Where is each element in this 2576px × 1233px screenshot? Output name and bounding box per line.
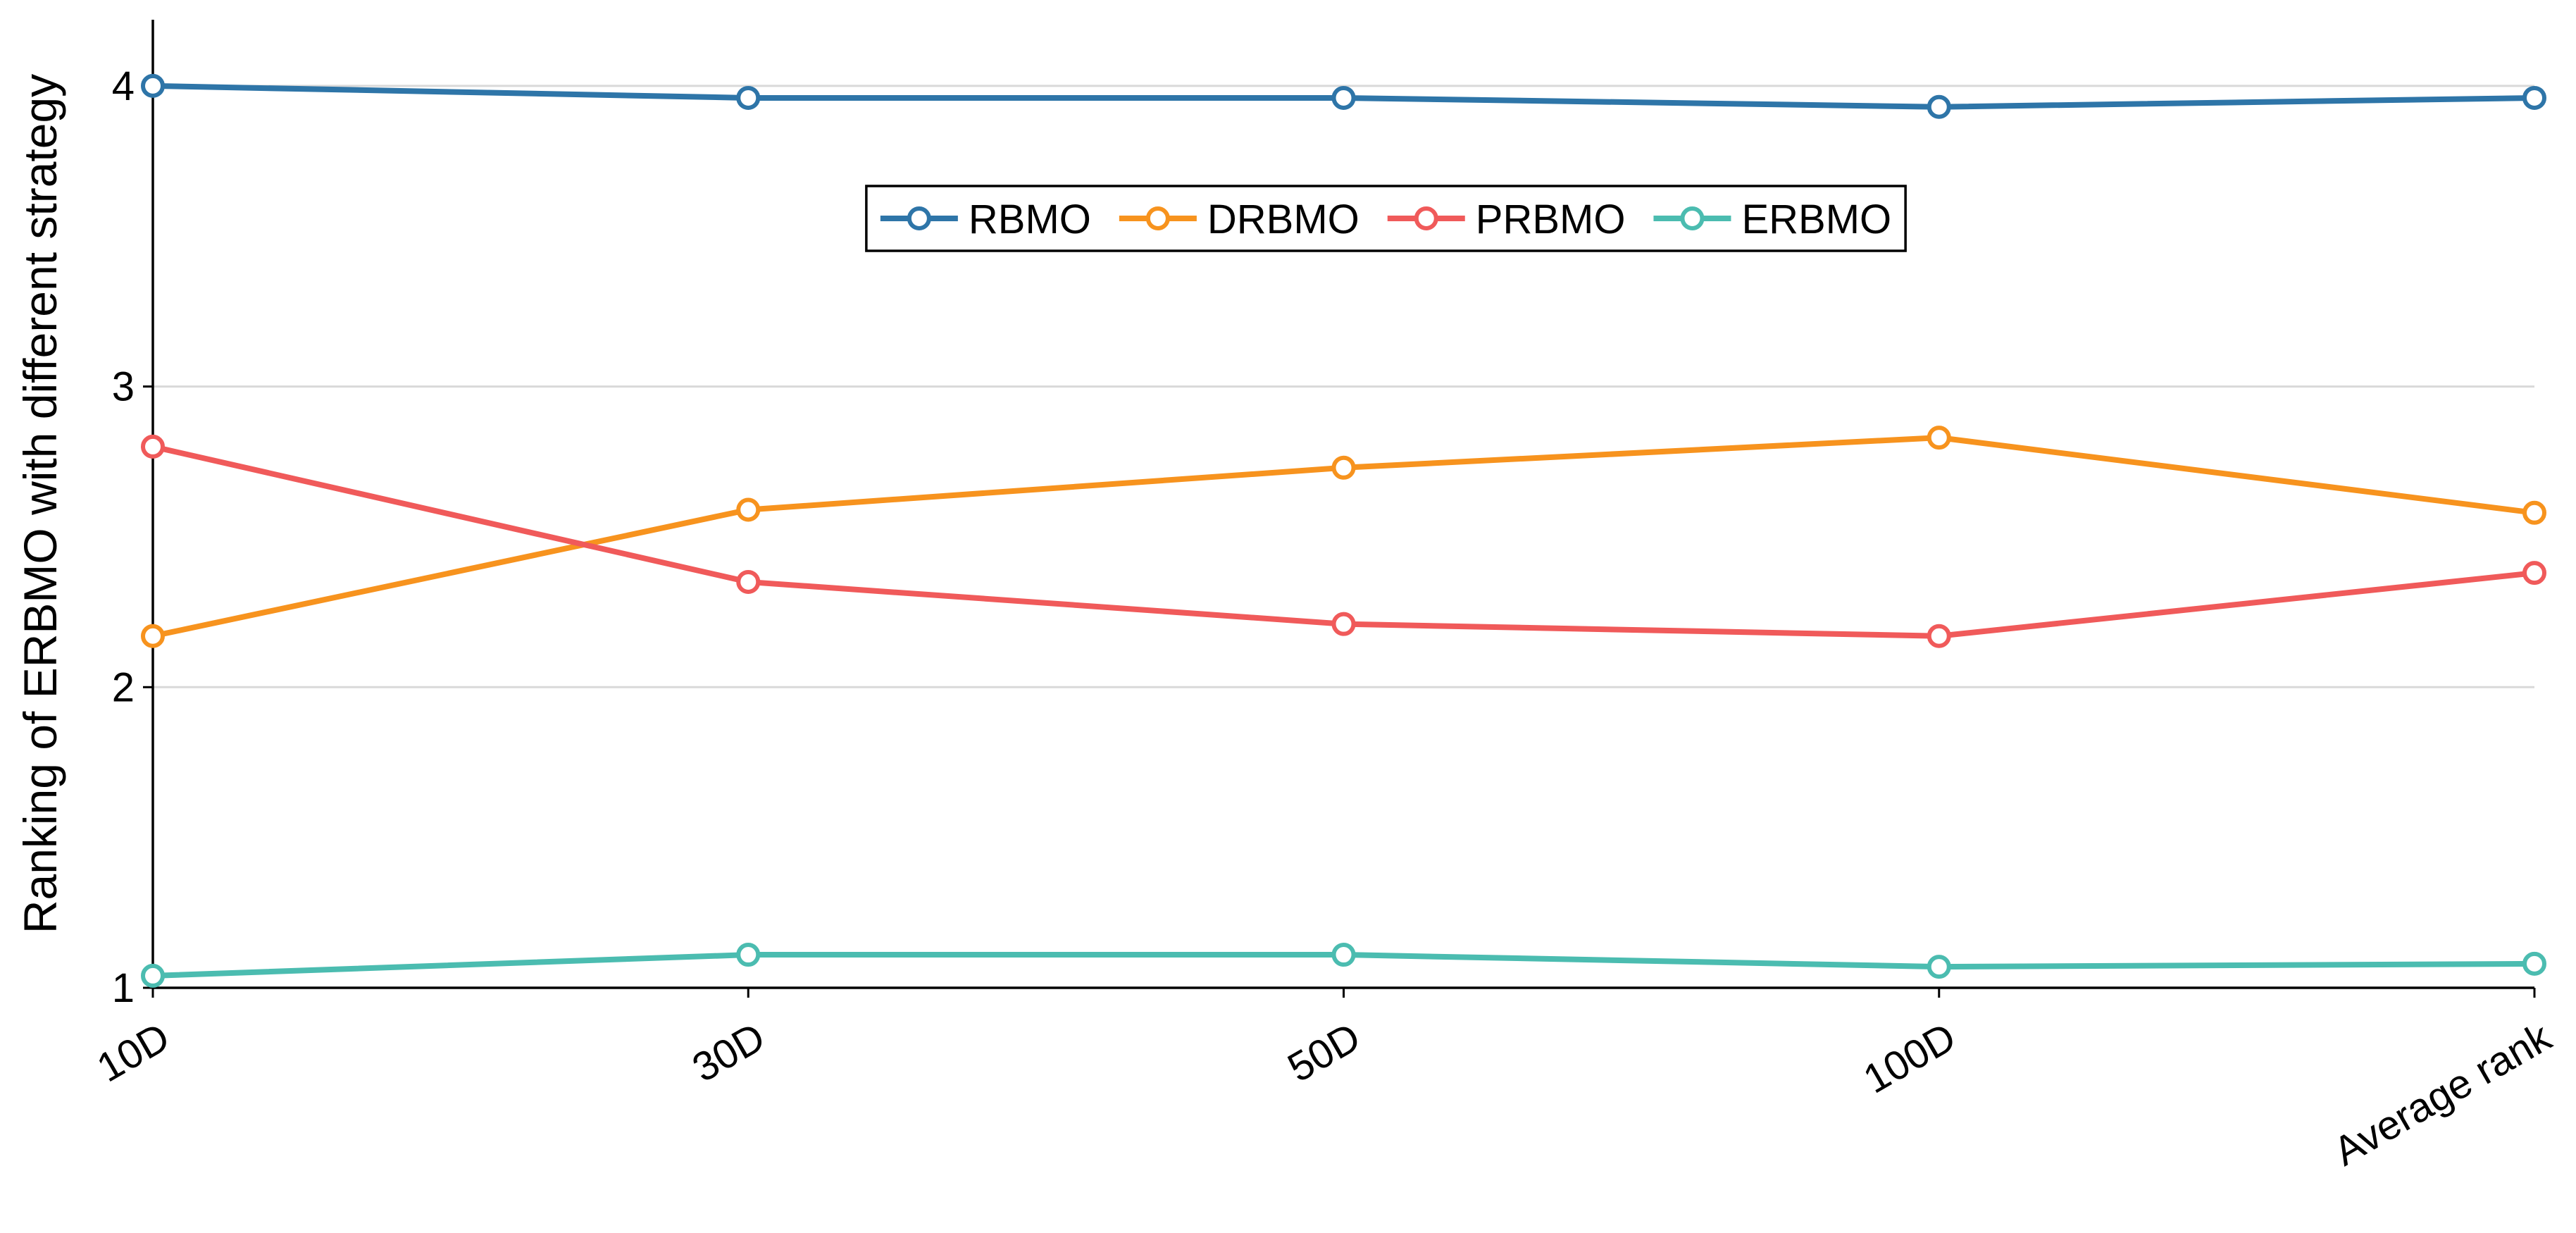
y-tick-label: 3 — [112, 364, 135, 410]
point — [736, 497, 761, 522]
point — [141, 73, 165, 98]
y-tick-label: 2 — [112, 664, 135, 710]
point — [141, 624, 165, 648]
legend-label: ERBMO — [1741, 197, 1891, 242]
point — [141, 434, 165, 459]
point — [736, 569, 761, 594]
point — [141, 963, 165, 988]
x-tick-label: 30D — [685, 1014, 773, 1091]
y-axis-label: Ranking of ERBMO with different strategy — [14, 74, 66, 934]
legend-marker — [1145, 206, 1170, 230]
legend-label: PRBMO — [1476, 197, 1626, 242]
y-tick-label: 1 — [112, 965, 135, 1011]
point — [1927, 94, 1951, 119]
point — [1927, 426, 1951, 450]
point — [2522, 85, 2546, 110]
point — [1331, 612, 1356, 636]
point — [1331, 943, 1356, 967]
point — [2522, 951, 2546, 976]
x-tick-label: Average rank — [2326, 1013, 2559, 1175]
point — [1927, 955, 1951, 979]
legend-marker — [1414, 206, 1438, 230]
point — [1927, 624, 1951, 648]
point — [1331, 85, 1356, 110]
legend: RBMO DRBMO PRBMO ERBMO — [865, 185, 1907, 252]
x-tick-label: 50D — [1280, 1014, 1368, 1091]
x-tick-label: 10D — [89, 1014, 178, 1091]
legend-marker — [907, 206, 931, 230]
point — [2522, 561, 2546, 585]
legend-box — [865, 185, 1907, 252]
legend-marker — [1680, 206, 1705, 230]
y-tick-label: 4 — [112, 63, 135, 109]
legend-label: DRBMO — [1207, 197, 1359, 242]
point — [1331, 455, 1356, 480]
point — [2522, 500, 2546, 525]
point — [736, 85, 761, 110]
legend-label: RBMO — [969, 197, 1091, 242]
x-tick-label: 100D — [1856, 1014, 1964, 1103]
point — [736, 943, 761, 967]
